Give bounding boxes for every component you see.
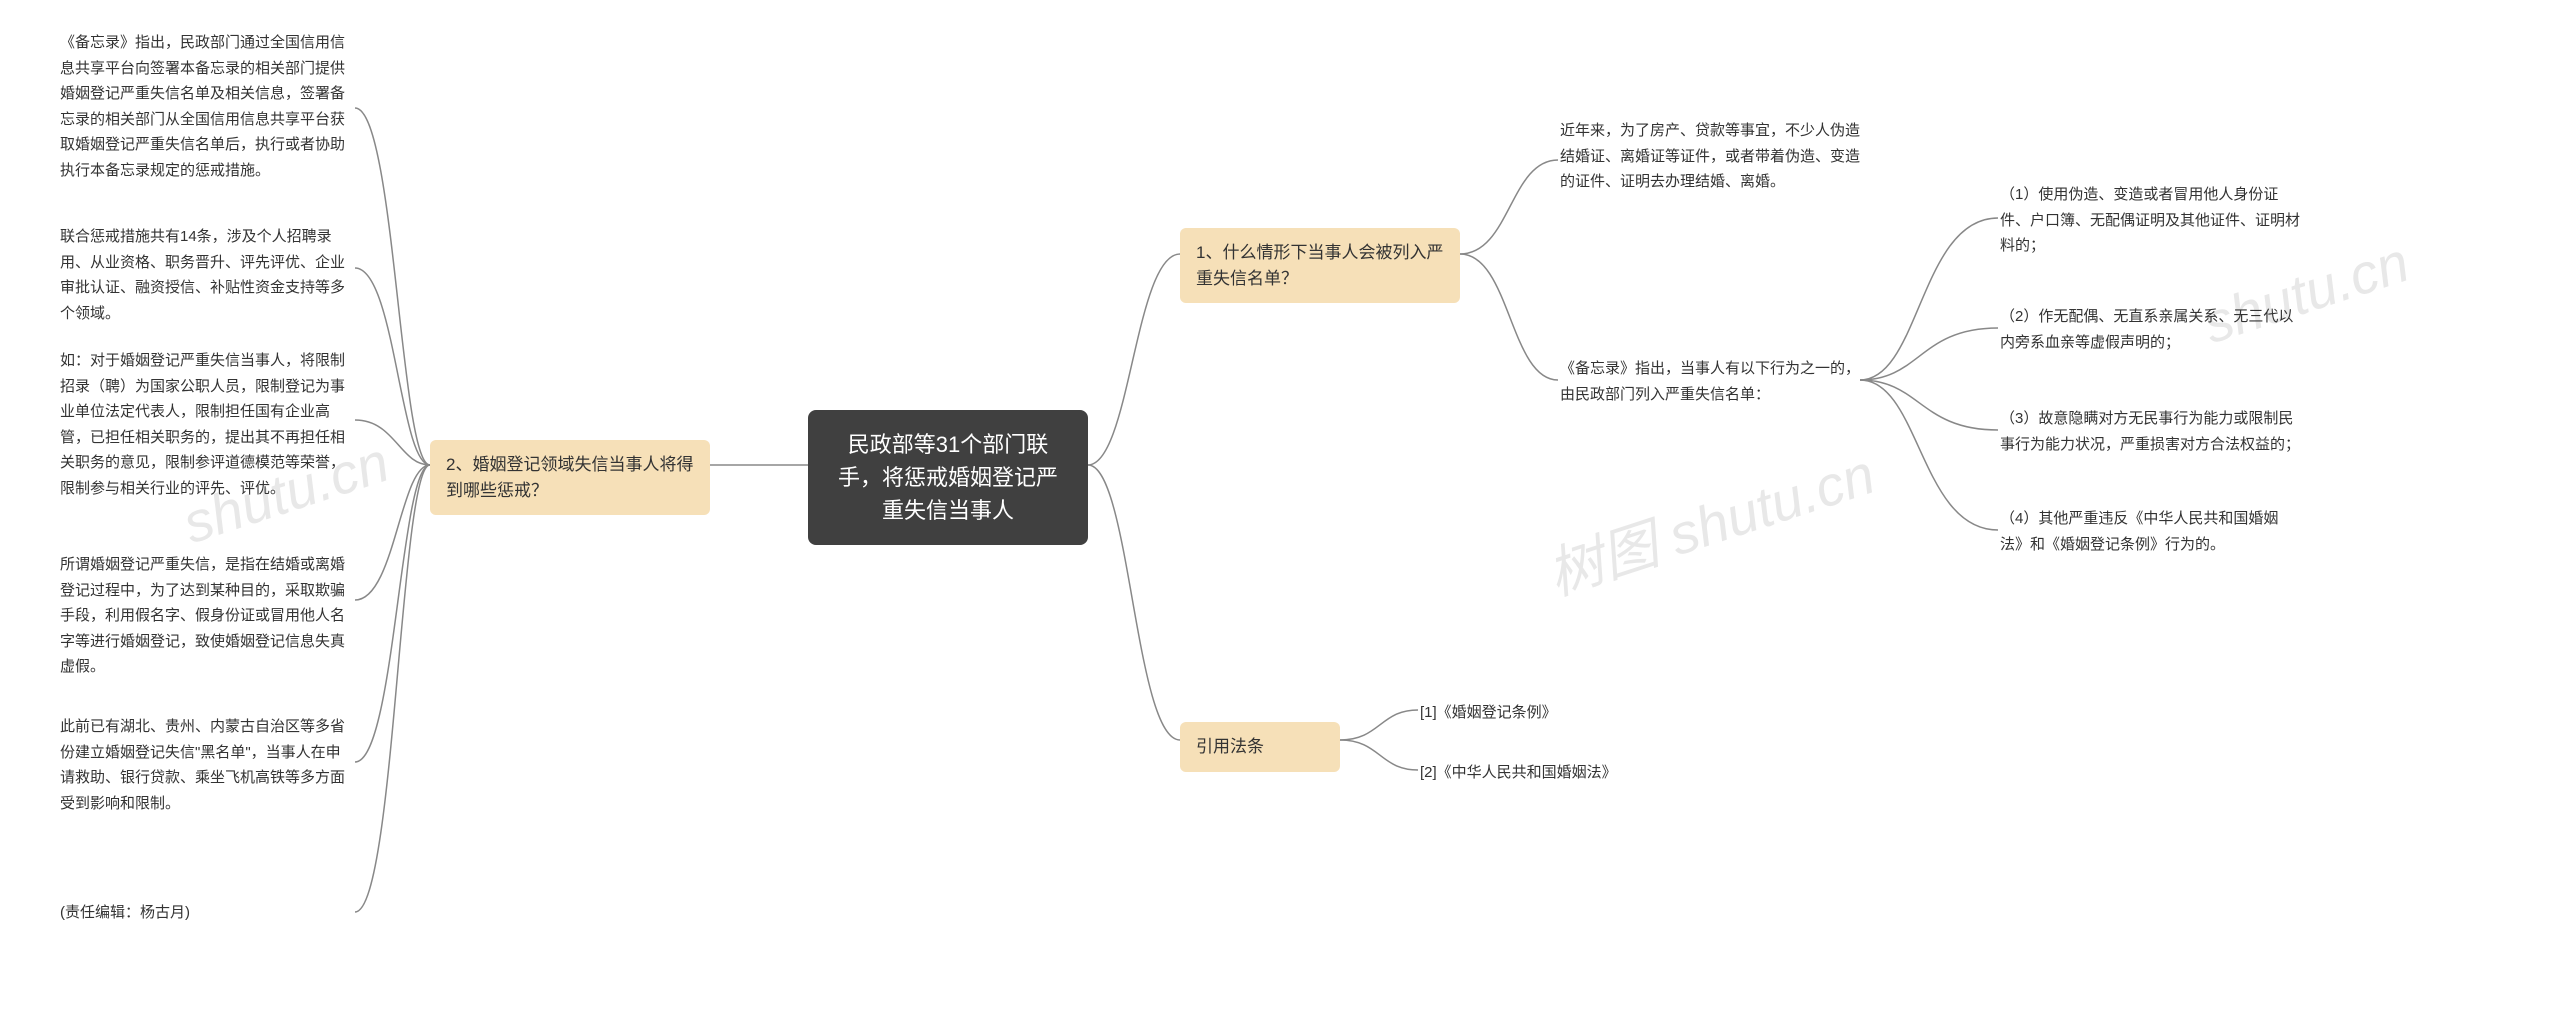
leaf-text: （4）其他严重违反《中华人民共和国婚姻法》和《婚姻登记条例》行为的。 [2000,510,2278,553]
leaf-text: （1）使用伪造、变造或者冒用他人身份证件、户口簿、无配偶证明及其他证件、证明材料… [2000,186,2300,254]
leaf-text: (责任编辑：杨古月) [60,904,190,921]
watermark: 树图 shutu.cn [1536,430,1884,612]
right-leaf-1-2-item2: （2）作无配偶、无直系亲属关系、无三代以内旁系血亲等虚假声明的； [2000,304,2300,355]
left-leaf-6: (责任编辑：杨古月) [60,900,350,926]
left-branch: 2、婚姻登记领域失信当事人将得到哪些惩戒？ [430,440,710,515]
left-leaf-2: 联合惩戒措施共有14条，涉及个人招聘录用、从业资格、职务晋升、评先评优、企业审批… [60,224,350,326]
right-leaf-1-2-item4: （4）其他严重违反《中华人民共和国婚姻法》和《婚姻登记条例》行为的。 [2000,506,2300,557]
leaf-text: 《备忘录》指出，当事人有以下行为之一的，由民政部门列入严重失信名单： [1560,360,1860,403]
right-branch-1: 1、什么情形下当事人会被列入严重失信名单？ [1180,228,1460,303]
leaf-text: 《备忘录》指出，民政部门通过全国信用信息共享平台向签署本备忘录的相关部门提供婚姻… [60,34,345,179]
left-branch-title: 2、婚姻登记领域失信当事人将得到哪些惩戒？ [446,455,693,500]
center-title: 民政部等31个部门联手，将惩戒婚姻登记严重失信当事人 [838,432,1058,523]
left-leaf-1: 《备忘录》指出，民政部门通过全国信用信息共享平台向签署本备忘录的相关部门提供婚姻… [60,30,350,183]
left-leaf-3: 如：对于婚姻登记严重失信当事人，将限制招录（聘）为国家公职人员，限制登记为事业单… [60,348,350,501]
right-leaf-1-2: 《备忘录》指出，当事人有以下行为之一的，由民政部门列入严重失信名单： [1560,356,1860,407]
leaf-text: （3）故意隐瞒对方无民事行为能力或限制民事行为能力状况，严重损害对方合法权益的； [2000,410,2300,453]
leaf-text: （2）作无配偶、无直系亲属关系、无三代以内旁系血亲等虚假声明的； [2000,308,2293,351]
leaf-text: 如：对于婚姻登记严重失信当事人，将限制招录（聘）为国家公职人员，限制登记为事业单… [60,352,345,497]
leaf-text: [1]《婚姻登记条例》 [1420,704,1557,721]
right-leaf-2-1: [1]《婚姻登记条例》 [1420,700,1680,726]
left-leaf-4: 所谓婚姻登记严重失信，是指在结婚或离婚登记过程中，为了达到某种目的，采取欺骗手段… [60,552,350,680]
leaf-text: 此前已有湖北、贵州、内蒙古自治区等多省份建立婚姻登记失信"黑名单"，当事人在申请… [60,718,345,812]
right-leaf-2-2: [2]《中华人民共和国婚姻法》 [1420,760,1680,786]
leaf-text: 联合惩戒措施共有14条，涉及个人招聘录用、从业资格、职务晋升、评先评优、企业审批… [60,228,345,322]
right-leaf-1-2-item3: （3）故意隐瞒对方无民事行为能力或限制民事行为能力状况，严重损害对方合法权益的； [2000,406,2300,457]
leaf-text: 所谓婚姻登记严重失信，是指在结婚或离婚登记过程中，为了达到某种目的，采取欺骗手段… [60,556,345,675]
right-leaf-1-2-item1: （1）使用伪造、变造或者冒用他人身份证件、户口簿、无配偶证明及其他证件、证明材料… [2000,182,2300,259]
right-branch-2-title: 引用法条 [1196,737,1264,756]
leaf-text: [2]《中华人民共和国婚姻法》 [1420,764,1617,781]
right-leaf-1-1: 近年来，为了房产、贷款等事宜，不少人伪造结婚证、离婚证等证件，或者带着伪造、变造… [1560,118,1860,195]
right-branch-2: 引用法条 [1180,722,1340,772]
left-leaf-5: 此前已有湖北、贵州、内蒙古自治区等多省份建立婚姻登记失信"黑名单"，当事人在申请… [60,714,350,816]
center-node: 民政部等31个部门联手，将惩戒婚姻登记严重失信当事人 [808,410,1088,545]
leaf-text: 近年来，为了房产、贷款等事宜，不少人伪造结婚证、离婚证等证件，或者带着伪造、变造… [1560,122,1860,190]
right-branch-1-title: 1、什么情形下当事人会被列入严重失信名单？ [1196,243,1443,288]
